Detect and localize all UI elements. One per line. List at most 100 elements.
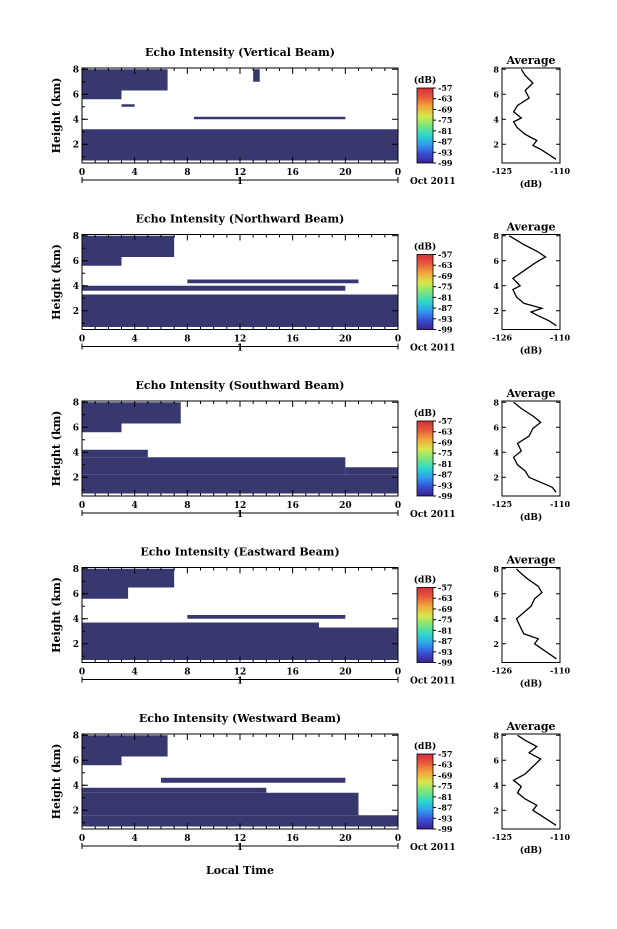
profile-y-tick-label: 4: [493, 447, 499, 457]
profile-frame: [501, 567, 561, 663]
echo-region: [345, 467, 398, 475]
panel-4: Echo Intensity (Westward Beam)0 4 8 12 16 20 0…: [50, 712, 570, 856]
colorbar-tick-label: -63: [438, 593, 453, 603]
day-label: 1: [237, 843, 243, 853]
profile-title: Average: [505, 720, 555, 733]
profile-x-label: (dB): [520, 512, 542, 523]
y-tick-label: 6: [73, 257, 79, 267]
colorbar-tick-label: -69: [438, 604, 453, 614]
colorbar-tick-label: -75: [438, 615, 452, 625]
colorbar-unit: (dB): [414, 242, 436, 253]
colorbar-tick-label: -69: [438, 104, 453, 114]
x-axis-label: Local Time: [206, 864, 274, 877]
y-tick-label: 8: [73, 232, 79, 242]
colorbar: [416, 254, 434, 330]
profile-line: [508, 235, 557, 327]
echo-region: [82, 587, 129, 599]
profile-frame: [501, 234, 561, 330]
x-tick-label: 0: [395, 501, 401, 511]
y-tick-label: 8: [73, 731, 79, 741]
colorbar-tick-label: -75: [438, 115, 452, 125]
x-tick-label: 0: [79, 668, 85, 678]
profile-title: Average: [505, 54, 555, 67]
profile-y-tick-label: 2: [493, 639, 499, 649]
y-tick-label: 2: [73, 473, 79, 483]
echo-regions: [82, 235, 398, 327]
x-tick-label: 0: [79, 168, 85, 178]
profile-line: [512, 734, 557, 826]
x-tick-label: 4: [132, 168, 138, 178]
profile-y-tick-label: 8: [493, 564, 499, 574]
profile-line: [515, 568, 557, 660]
colorbar-tick-label: -87: [438, 803, 452, 813]
echo-region: [82, 285, 346, 291]
y-axis-label: Height (km): [50, 411, 63, 487]
colorbar-tick-label: -75: [438, 448, 452, 458]
profile-x-tick-label: -125: [492, 166, 512, 176]
x-tick-label: 0: [395, 168, 401, 178]
colorbar-tick-label: -57: [438, 250, 452, 260]
echo-region: [82, 257, 122, 266]
colorbar-tick-label: -69: [438, 437, 453, 447]
colorbar-tick-label: -57: [438, 749, 452, 759]
profile-x-label: (dB): [520, 845, 542, 856]
profile-x-label: (dB): [520, 179, 542, 190]
profile-x-tick-label: -126: [492, 333, 512, 343]
profile-y-tick-label: 6: [493, 589, 499, 599]
y-tick-label: 2: [73, 140, 79, 150]
x-tick-label: 20: [339, 335, 352, 345]
profile-x-tick-label: -110: [550, 499, 570, 509]
profile-title: Average: [505, 554, 555, 567]
x-tick-label: 0: [79, 335, 85, 345]
x-tick-label: 4: [132, 501, 138, 511]
profile-y-tick-label: 8: [493, 730, 499, 740]
panel-2: Echo Intensity (Southward Beam)0 4 8 12 16 20…: [50, 379, 570, 523]
y-tick-label: 8: [73, 398, 79, 408]
profile-y-tick-label: 8: [493, 397, 499, 407]
y-tick-label: 6: [73, 756, 79, 766]
profile-frame: [501, 67, 561, 164]
panel-title: Echo Intensity (Southward Beam): [136, 379, 345, 392]
profile-x-label: (dB): [520, 346, 542, 357]
echo-region: [82, 627, 398, 660]
colorbar-tick-label: -93: [438, 647, 453, 657]
x-tick-label: 8: [184, 668, 190, 678]
profile-title: Average: [505, 387, 555, 400]
x-tick-label: 12: [234, 668, 247, 678]
colorbar-tick-label: -69: [438, 271, 453, 281]
echo-regions: [82, 735, 398, 827]
profile-y-tick-label: 4: [493, 614, 499, 624]
x-tick-label: 0: [395, 668, 401, 678]
colorbar: [416, 420, 434, 497]
echo-region: [82, 622, 319, 628]
day-label: 1: [237, 344, 243, 354]
echo-region: [253, 69, 260, 82]
profile-x-tick-label: -110: [550, 333, 570, 343]
x-tick-label: 16: [286, 168, 299, 178]
panel-3: Echo Intensity (Eastward Beam)0 4 8 12 16 20 0…: [50, 546, 570, 690]
colorbar-tick-label: -93: [438, 314, 453, 324]
profile-x-tick-label: -110: [550, 166, 570, 176]
colorbar-unit: (dB): [414, 741, 436, 752]
profile-y-tick-label: 6: [493, 89, 499, 99]
profile-x-tick-label: -110: [550, 666, 570, 676]
y-tick-label: 2: [73, 806, 79, 816]
x-tick-label: 0: [79, 501, 85, 511]
x-tick-label: 16: [286, 668, 299, 678]
date-label: Oct 2011: [410, 510, 456, 520]
panel-title: Echo Intensity (Eastward Beam): [140, 546, 339, 559]
colorbar-tick-label: -57: [438, 416, 452, 426]
echo-region: [187, 615, 346, 619]
echo-region: [82, 815, 398, 827]
colorbar-tick-label: -81: [438, 792, 452, 802]
profile-y-tick-label: 6: [493, 256, 499, 266]
echo-region: [82, 792, 359, 816]
profile-line: [512, 401, 557, 493]
echo-region: [82, 568, 175, 588]
y-tick-label: 4: [73, 615, 79, 625]
y-tick-label: 8: [73, 565, 79, 575]
y-tick-label: 4: [73, 448, 79, 458]
profile-title: Average: [505, 221, 555, 234]
x-tick-label: 12: [234, 501, 247, 511]
